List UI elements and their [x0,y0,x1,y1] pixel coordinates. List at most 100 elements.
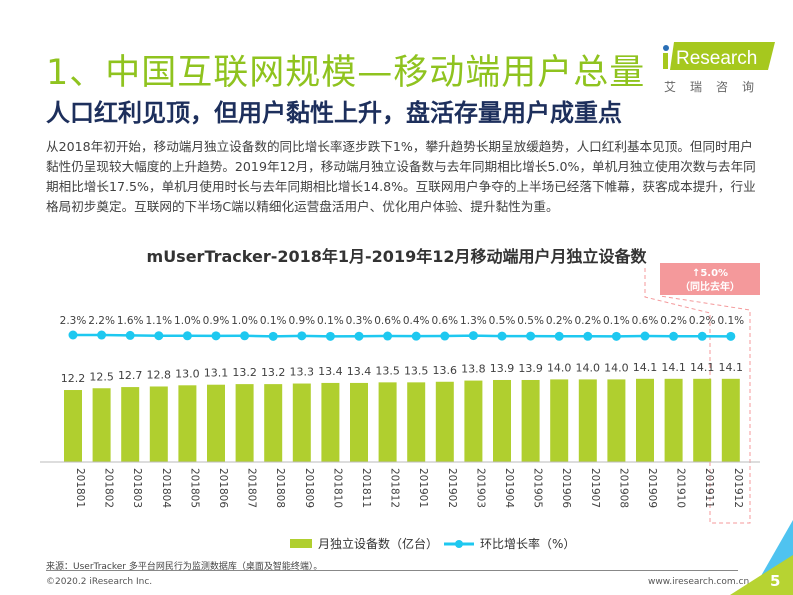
growth-point [554,331,564,341]
growth-label: 0.2% [660,315,687,327]
bar-201908 [607,379,626,462]
growth-label: 0.6% [374,315,401,327]
website-link[interactable]: www.iresearch.com.cn [648,577,750,587]
bar-label: 13.4 [347,365,372,378]
legend-bar-swatch [290,539,312,548]
x-tick-label: 201805 [188,468,200,508]
bar-201911 [693,378,712,462]
growth-point [211,331,221,341]
x-tick-label: 201902 [446,468,458,508]
growth-label: 2.3% [60,315,87,327]
growth-label: 0.5% [489,315,516,327]
source-note: 来源：UserTracker 多平台网民行为监测数据库（桌面及智能终端）。 [46,562,323,572]
chart-title: mUserTracker-2018年1月-2019年12月移动端用户月独立设备数 [146,247,647,266]
growth-point [497,331,507,341]
growth-label: 0.1% [717,315,744,327]
page-number: 5 [770,572,781,590]
bar-label: 13.3 [290,366,315,379]
growth-point [125,330,135,340]
bar-201903 [464,380,483,462]
growth-point [97,330,107,340]
legend-line-label: 环比增长率（%） [480,537,576,551]
growth-point [640,331,650,341]
x-tick-label: 201903 [474,468,486,508]
growth-point [325,331,335,341]
bar-label: 13.9 [490,362,515,375]
growth-label: 0.3% [346,315,373,327]
growth-point [154,331,164,341]
growth-line [72,333,731,338]
x-tick-label: 201807 [246,468,258,508]
growth-label: 0.1% [603,315,630,327]
x-tick-label: 201908 [617,468,629,508]
callout-label: （同比去年） [680,280,740,293]
growth-point [268,331,278,341]
growth-label: 1.6% [117,315,144,327]
bar-201801 [64,390,82,462]
footer-divider [46,570,738,571]
growth-point [669,331,679,341]
growth-point [383,331,393,341]
x-tick-label: 201904 [503,468,515,508]
bar-label: 13.0 [175,367,200,380]
bar-label: 14.0 [547,361,572,374]
x-tick-label: 201810 [331,468,343,508]
growth-point [240,331,250,341]
legend-bar-label: 月独立设备数（亿台） [318,537,439,551]
bar-201806 [207,384,225,462]
bar-label: 12.2 [61,372,86,385]
bar-label: 13.5 [404,364,429,377]
page-subtitle: 人口红利见顶，但用户黏性上升，盘活存量用户成重点 [46,99,622,127]
growth-point [726,331,736,341]
bar-201904 [493,379,511,462]
bar-201912 [721,378,740,462]
growth-point [182,331,192,341]
growth-point [697,331,707,341]
bar-label: 14.1 [719,361,744,374]
x-tick-label: 201910 [675,468,687,508]
x-tick-label: 201911 [703,468,715,508]
bar-label: 14.0 [604,361,629,374]
bar-201905 [521,379,540,462]
bar-label: 13.6 [433,364,458,377]
bar-label: 13.1 [204,367,229,380]
x-tick-label: 201803 [131,468,143,508]
iresearch-logo: Research [663,42,775,70]
growth-label: 2.2% [88,315,115,327]
growth-label: 0.9% [203,315,230,327]
bar-label: 13.9 [518,362,543,375]
x-tick-label: 201812 [389,468,401,508]
bar-201902 [435,381,454,462]
logo-subtitle: 艾瑞咨询 [664,80,769,94]
x-tick-label: 201912 [732,468,744,508]
bar-label: 12.7 [118,369,143,382]
x-tick-label: 201809 [303,468,315,508]
bar-201803 [121,387,140,462]
callout-box [660,263,760,295]
growth-label: 0.2% [546,315,573,327]
bar-201812 [378,382,397,462]
bar-label: 13.2 [261,366,286,379]
body-text: 从2018年初开始，移动端月独立设备数的同比增长率逐步跌下1%，攀升趋势长期呈放… [46,139,756,214]
x-tick-label: 201905 [532,468,544,508]
legend: 月独立设备数（亿台） 环比增长率（%） [290,535,575,552]
growth-label: 0.2% [574,315,601,327]
bar-201810 [321,382,340,462]
page-title: 1、中国互联网规模—移动端用户总量 [46,53,646,93]
growth-label: 0.6% [632,315,659,327]
x-tick-label: 201806 [217,468,229,508]
bar-201909 [636,378,654,462]
bar-201807 [235,384,254,462]
x-tick-label: 201909 [646,468,658,508]
growth-point [583,331,593,341]
bar-201805 [178,385,197,462]
growth-point [526,331,536,341]
growth-point [411,331,421,341]
growth-label: 0.1% [260,315,287,327]
bar-label: 12.8 [147,368,172,381]
growth-point [68,330,78,340]
bar-label: 13.4 [318,365,343,378]
copyright: ©2020.2 iResearch Inc. [46,577,153,587]
